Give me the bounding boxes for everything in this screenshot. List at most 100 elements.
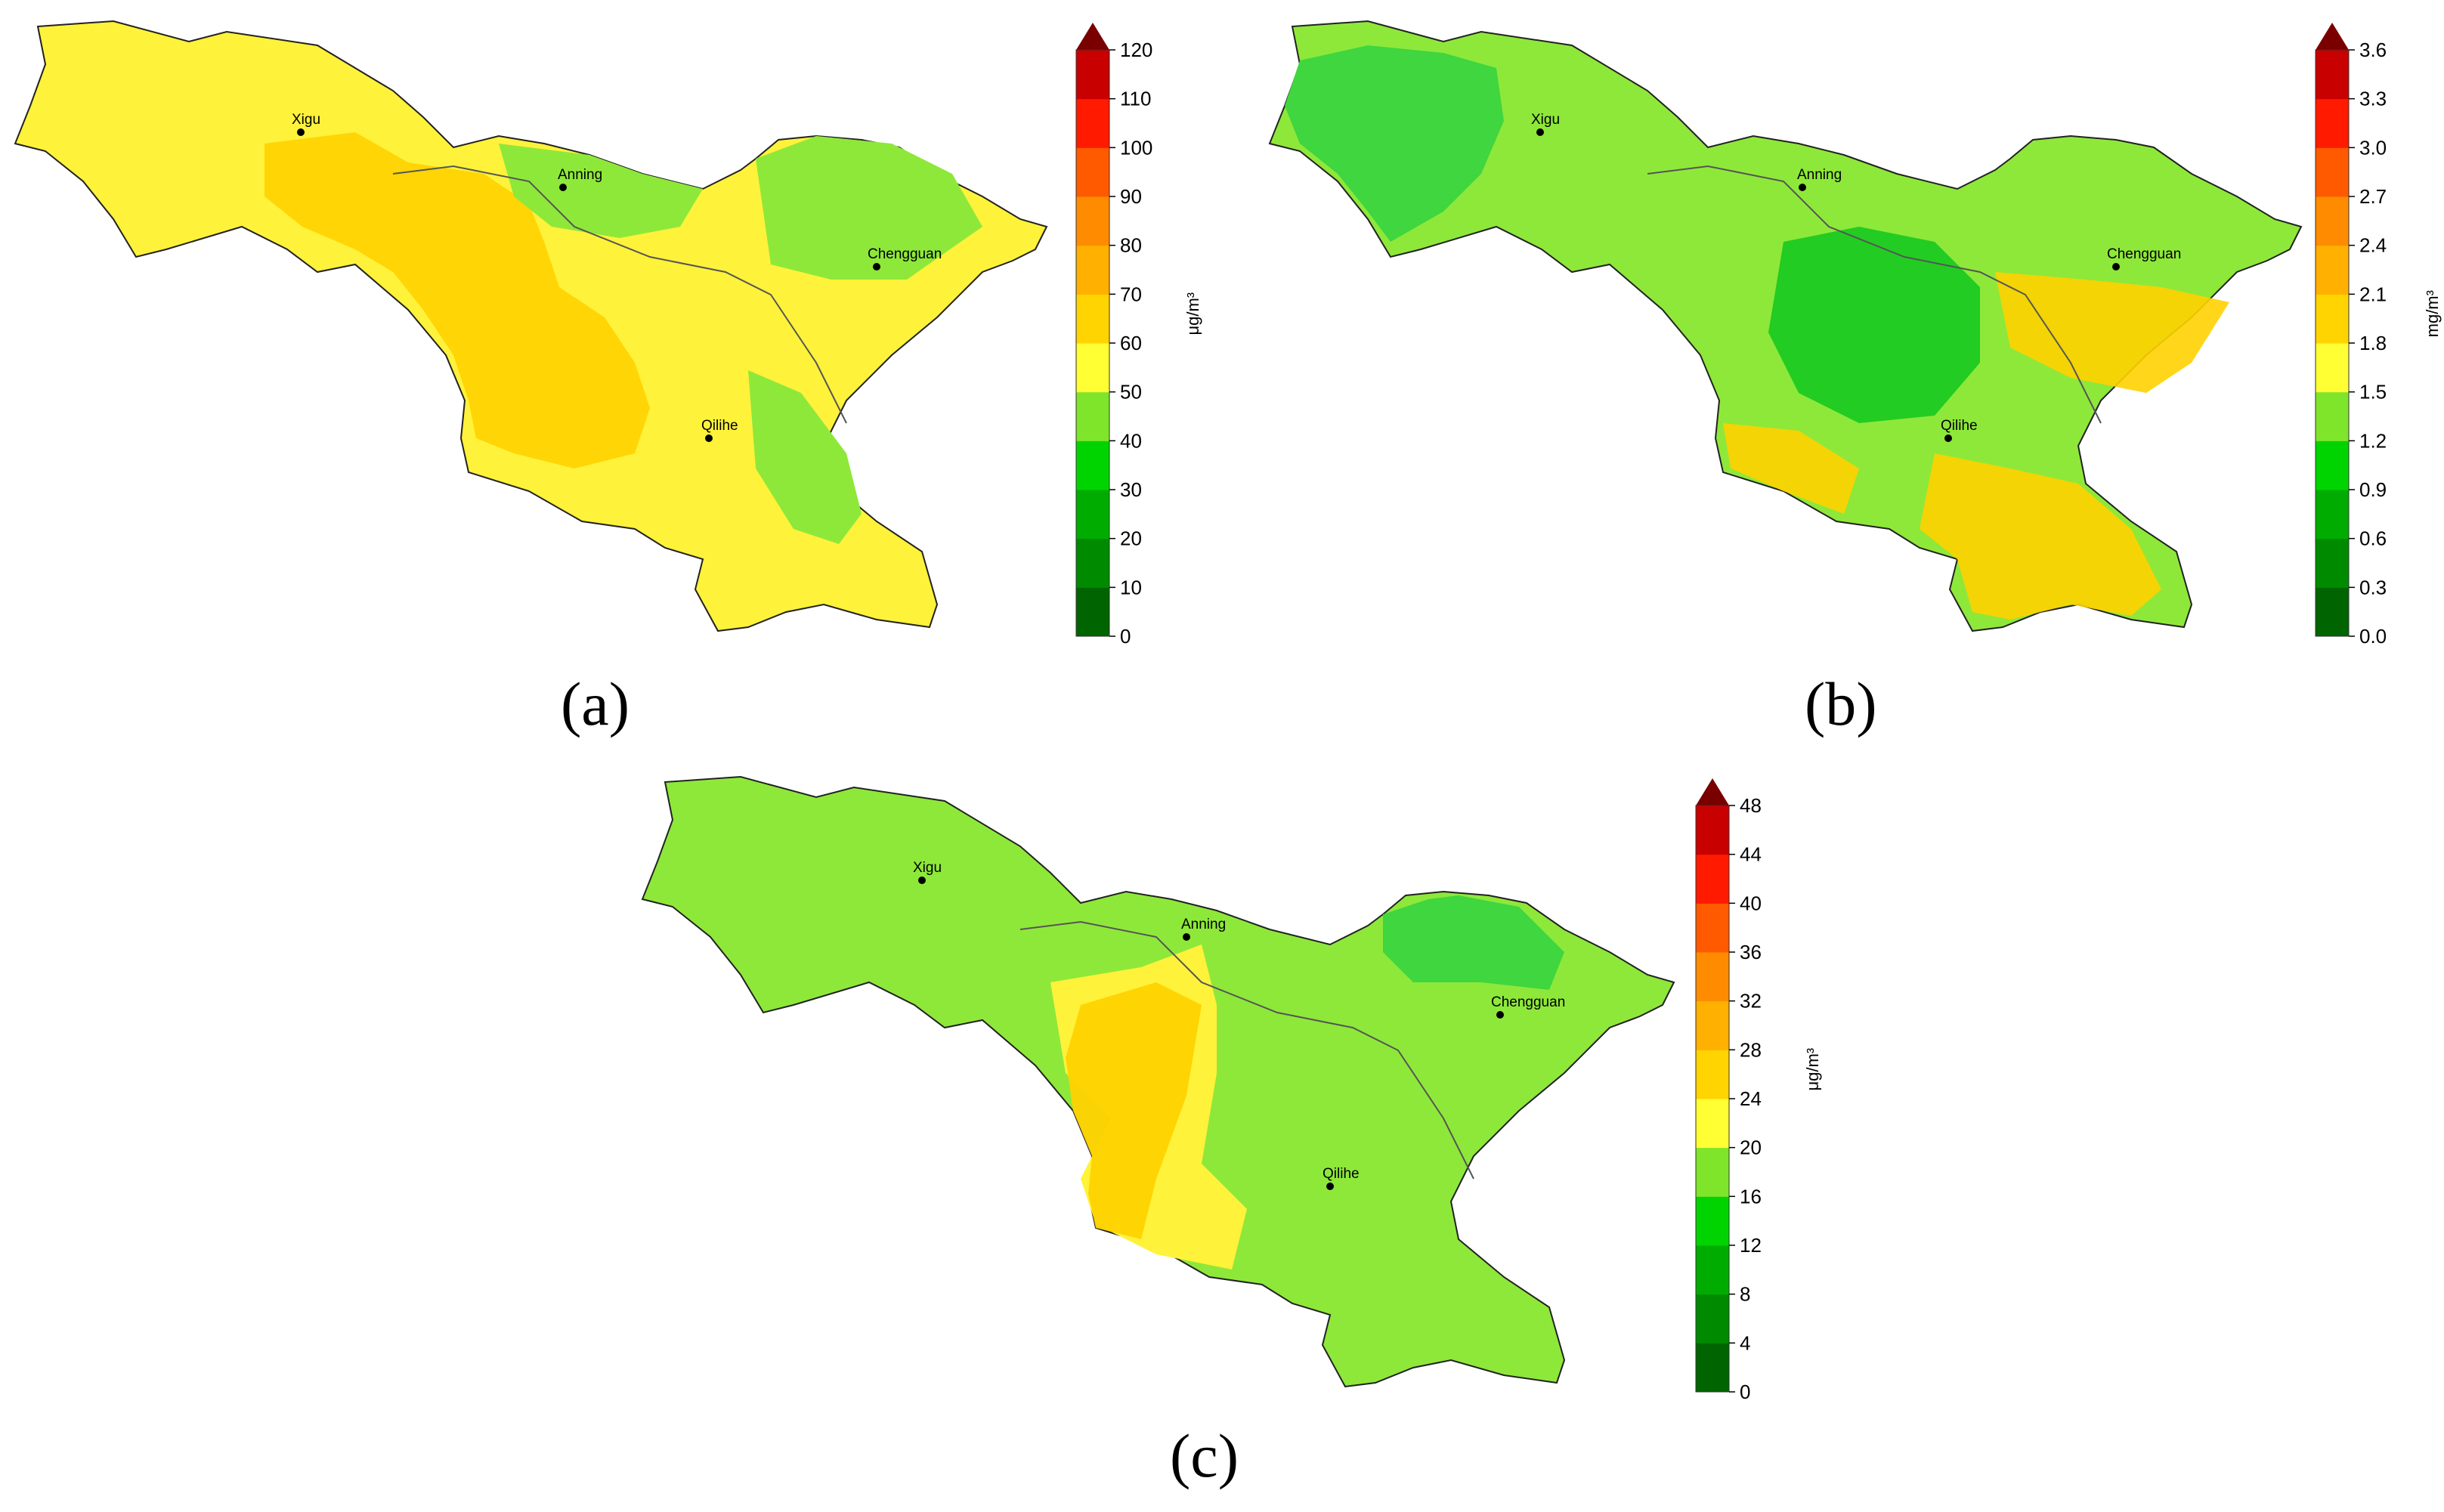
colorbar-segment bbox=[1696, 1294, 1729, 1343]
colorbar-tick-label: 2.7 bbox=[2359, 185, 2387, 208]
colorbar-segment bbox=[1696, 854, 1729, 904]
colorbar-segment bbox=[1076, 391, 1109, 441]
colorbar-segment bbox=[2316, 245, 2349, 295]
city-marker bbox=[1326, 1183, 1334, 1190]
city-label: Xigu bbox=[913, 860, 942, 876]
city-marker bbox=[1183, 933, 1190, 941]
colorbar-tick-label: 60 bbox=[1120, 332, 1142, 354]
panel-b: Xigu Anning Chengguan Qilihe 0.0 0.3 0.6 0.… bbox=[1254, 0, 2442, 756]
city-marker bbox=[2112, 263, 2120, 271]
city-marker bbox=[1799, 184, 1806, 191]
colorbar-tick-label: 12 bbox=[1740, 1234, 1762, 1257]
city-anning: Anning bbox=[558, 167, 602, 191]
city-qilihe: Qilihe bbox=[701, 418, 738, 442]
colorbar-segment bbox=[1076, 98, 1109, 148]
colorbar-segment bbox=[2316, 343, 2349, 393]
colorbar-segment bbox=[1696, 1050, 1729, 1099]
city-label: Xigu bbox=[292, 112, 320, 128]
colorbar-tick-label: 1.8 bbox=[2359, 332, 2387, 354]
low-zone-a3 bbox=[748, 370, 862, 544]
colorbar-segment bbox=[2316, 147, 2349, 197]
colorbar-tick-label: 80 bbox=[1120, 234, 1142, 257]
colorbar-segment bbox=[1076, 538, 1109, 588]
map-c: Xigu Anning Chengguan Qilihe bbox=[641, 775, 1675, 1388]
colorbar-tick-label: 50 bbox=[1120, 381, 1142, 404]
city-anning: Anning bbox=[1181, 917, 1226, 941]
city-chengguan: Chengguan bbox=[2107, 246, 2181, 271]
colorbar-segment bbox=[1076, 441, 1109, 490]
city-label: Chengguan bbox=[2107, 246, 2181, 262]
colorbar-tick-label: 0 bbox=[1740, 1381, 1750, 1403]
colorbar-b: 0.0 0.3 0.6 0.9 1.2 1.5 1.8 2.1 2.4 2.7 3.0 3.3 3.6 m… bbox=[2315, 23, 2442, 648]
city-xigu: Xigu bbox=[292, 112, 320, 136]
city-xigu: Xigu bbox=[1531, 112, 1560, 136]
city-marker bbox=[1944, 434, 1952, 442]
colorbar-unit-label: μg/m³ bbox=[1803, 1048, 1822, 1091]
city-xigu: Xigu bbox=[913, 860, 942, 884]
city-marker bbox=[873, 263, 880, 271]
high-zone-b bbox=[1995, 272, 2229, 393]
river-line bbox=[392, 165, 847, 424]
colorbar-arrow bbox=[2316, 23, 2349, 50]
colorbar-tick-label: 2.1 bbox=[2359, 283, 2387, 305]
colorbar-segment bbox=[1076, 490, 1109, 540]
colorbar-tick-label: 0.9 bbox=[2359, 478, 2387, 501]
colorbar-segment bbox=[2316, 587, 2349, 637]
colorbar-segment bbox=[2316, 538, 2349, 588]
colorbar-tick-label: 4 bbox=[1740, 1331, 1750, 1354]
colorbar-segment bbox=[2316, 196, 2349, 246]
low-zone-c bbox=[1383, 895, 1564, 990]
map-a: Xigu Anning Chengguan Qilihe bbox=[14, 20, 1048, 632]
city-label: Anning bbox=[1181, 917, 1226, 932]
colorbar-tick-label: 40 bbox=[1120, 429, 1142, 452]
city-label: Qilihe bbox=[1941, 418, 1978, 434]
low-zone-b2 bbox=[1768, 227, 1980, 423]
colorbar-segment bbox=[1076, 294, 1109, 344]
high-zone-b3 bbox=[1723, 423, 1859, 514]
colorbar-segment bbox=[1696, 1196, 1729, 1246]
city-chengguan: Chengguan bbox=[868, 246, 942, 271]
colorbar-a: 0 10 20 30 40 50 60 70 80 90 100 110 120 μg/m³ bbox=[1075, 23, 1202, 648]
colorbar-tick-label: 24 bbox=[1740, 1087, 1762, 1110]
city-label: Chengguan bbox=[868, 246, 942, 262]
colorbar-segment bbox=[2316, 50, 2349, 100]
low-zone-a2 bbox=[756, 136, 982, 280]
panel-label: (c) bbox=[1170, 1421, 1239, 1490]
city-marker bbox=[918, 877, 926, 884]
colorbar-segment bbox=[1076, 147, 1109, 197]
city-chengguan: Chengguan bbox=[1491, 994, 1565, 1019]
colorbar-tick-label: 3.0 bbox=[2359, 136, 2387, 159]
colorbar-arrow bbox=[1076, 23, 1109, 50]
colorbar-tick-label: 48 bbox=[1740, 794, 1762, 817]
colorbar-segment bbox=[1696, 1099, 1729, 1149]
colorbar-segment bbox=[2316, 441, 2349, 490]
low-zone-b bbox=[1285, 45, 1504, 242]
panel-a: Xigu Anning Chengguan Qilihe 0 10 20 30 40 50… bbox=[0, 0, 1202, 756]
city-label: Qilihe bbox=[1323, 1166, 1360, 1182]
river-line bbox=[1647, 165, 2102, 424]
colorbar-tick-label: 10 bbox=[1120, 576, 1142, 598]
low-zone-a bbox=[499, 144, 703, 238]
colorbar-tick-label: 44 bbox=[1740, 843, 1762, 866]
city-label: Qilihe bbox=[701, 418, 738, 434]
city-marker bbox=[1496, 1011, 1504, 1019]
colorbar-segment bbox=[1696, 952, 1729, 1002]
colorbar-tick-label: 0.3 bbox=[2359, 576, 2387, 598]
city-qilihe: Qilihe bbox=[1941, 418, 1978, 442]
colorbar-segment bbox=[1696, 903, 1729, 953]
colorbar-tick-label: 70 bbox=[1120, 283, 1142, 305]
panel-label: (b) bbox=[1805, 669, 1877, 738]
colorbar-tick-label: 20 bbox=[1120, 527, 1142, 550]
high-zone-c bbox=[1066, 982, 1202, 1239]
colorbar-tick-label: 36 bbox=[1740, 941, 1762, 963]
panel-label: (a) bbox=[561, 669, 630, 738]
colorbar-tick-label: 0 bbox=[1120, 625, 1131, 648]
city-label: Anning bbox=[558, 167, 602, 183]
city-marker bbox=[559, 184, 567, 191]
map-b: Xigu Anning Chengguan Qilihe bbox=[1268, 20, 2303, 632]
colorbar-tick-label: 2.4 bbox=[2359, 234, 2387, 257]
colorbar-segment bbox=[1076, 196, 1109, 246]
colorbar-tick-label: 90 bbox=[1120, 185, 1142, 208]
city-label: Anning bbox=[1797, 167, 1842, 183]
